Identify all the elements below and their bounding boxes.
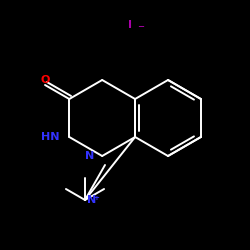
Text: N: N	[85, 151, 94, 161]
Text: O: O	[40, 75, 50, 85]
Text: −: −	[137, 22, 144, 31]
Text: +: +	[93, 195, 99, 201]
Text: HN: HN	[41, 132, 59, 142]
Text: I: I	[128, 20, 132, 30]
Text: N: N	[87, 195, 96, 205]
